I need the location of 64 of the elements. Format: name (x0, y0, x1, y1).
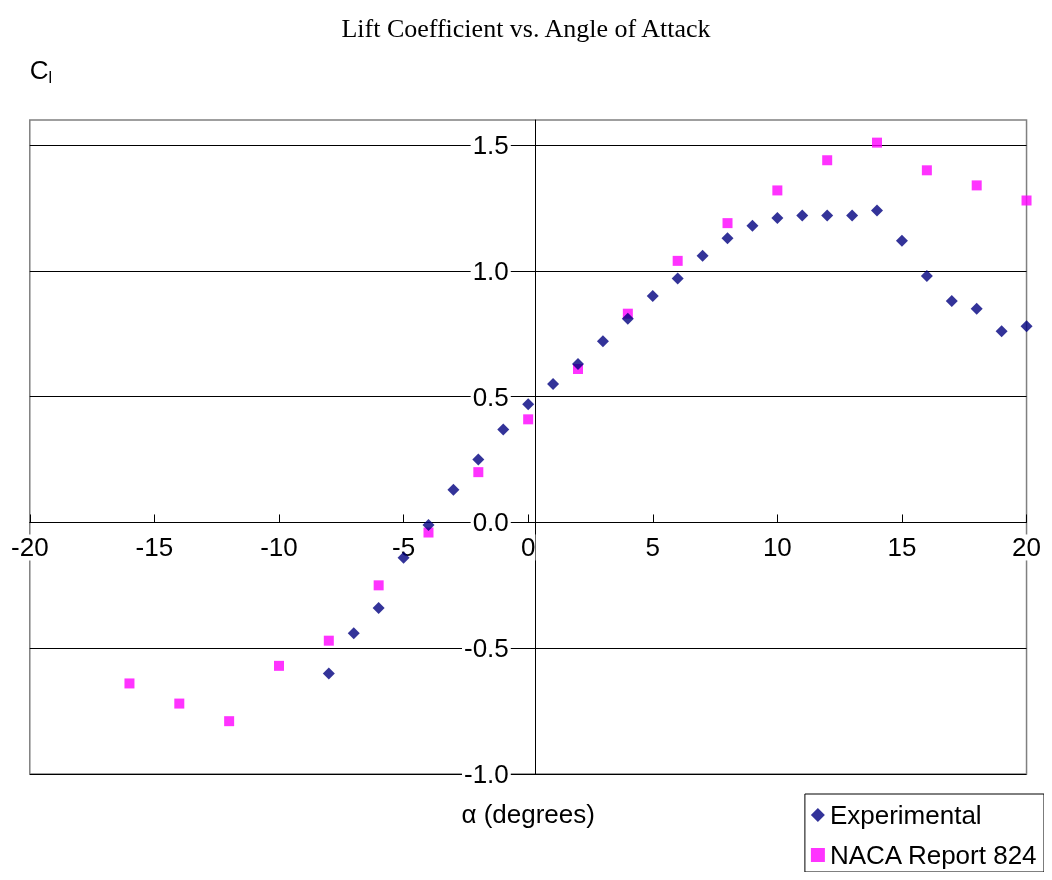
point (422, 518, 435, 531)
chart-title: Lift Coefficient vs. Angle of Attack (341, 13, 711, 43)
point (722, 218, 733, 229)
point (672, 255, 683, 266)
point (746, 219, 759, 232)
y-tick-label: 0.0 (472, 507, 509, 538)
y-tick-label: -1.0 (463, 759, 509, 789)
point (971, 180, 982, 191)
point (920, 269, 933, 282)
point (995, 325, 1008, 338)
point (721, 232, 734, 245)
x-tick-label: 10 (762, 532, 792, 563)
point (372, 601, 385, 614)
point (822, 155, 833, 166)
point (895, 234, 908, 247)
point (572, 357, 584, 370)
point (821, 209, 834, 222)
point (322, 667, 335, 680)
point (596, 335, 609, 348)
point (921, 165, 932, 176)
text: α (degrees) (461, 799, 595, 829)
point (423, 527, 434, 538)
point (646, 290, 659, 303)
y-tick-label: 1.0 (472, 255, 509, 286)
point (497, 423, 510, 436)
point (447, 483, 460, 496)
x-tick-label: -10 (260, 532, 298, 563)
point (523, 414, 534, 425)
point (846, 209, 859, 222)
point (671, 272, 684, 285)
x-tick-label: 20 (1012, 532, 1041, 563)
x-tick-label: -20 (11, 532, 49, 563)
x-tick-label: 0 (520, 532, 536, 563)
y-tick-label: -0.5 (463, 633, 509, 664)
point (945, 295, 958, 308)
point (124, 678, 135, 689)
point (772, 185, 783, 196)
point (347, 627, 360, 640)
point (323, 635, 334, 646)
point (621, 312, 634, 325)
point (373, 580, 384, 591)
point (547, 378, 560, 391)
x-tick-label: -15 (135, 532, 174, 563)
x-tick-label: 5 (645, 532, 660, 563)
point (970, 302, 983, 315)
y-tick-label: 1.5 (472, 130, 509, 161)
point (174, 698, 185, 709)
point (273, 660, 284, 671)
y-tick-label: 0.5 (472, 381, 509, 412)
point (872, 137, 883, 148)
point (771, 212, 784, 225)
point (1020, 320, 1033, 333)
legend-label: Experimental (829, 800, 982, 830)
point (871, 204, 884, 217)
x-tick-label: 15 (887, 532, 917, 563)
point (696, 249, 709, 262)
legend-label: NACA Report 824 (829, 840, 1037, 870)
point (472, 453, 485, 466)
point (522, 398, 535, 411)
point (473, 467, 484, 478)
x-tick-label: -5 (392, 532, 416, 563)
point (1021, 195, 1032, 206)
point (224, 716, 235, 727)
point (796, 209, 809, 222)
